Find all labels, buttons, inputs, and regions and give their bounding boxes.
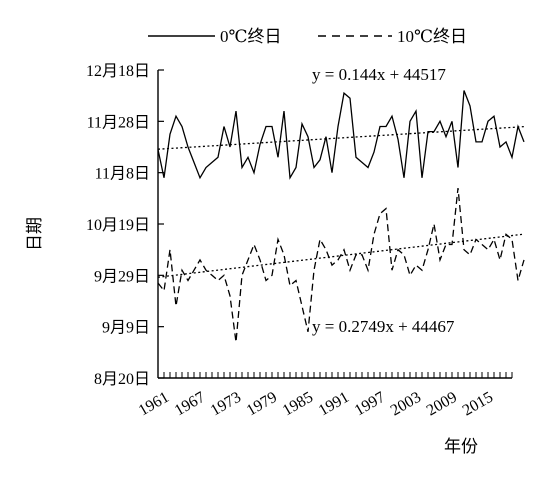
x-tick-label: 2015 — [460, 389, 496, 420]
x-tick-label: 2009 — [424, 389, 460, 420]
legend-label-10c: 10℃终日 — [397, 27, 467, 46]
trend-equation-10c: y = 0.2749x + 44467 — [312, 317, 455, 336]
x-tick-label: 1973 — [208, 389, 244, 420]
x-tick-label: 1961 — [136, 389, 172, 420]
x-tick-label: 1991 — [316, 389, 352, 420]
x-tick-label: 1979 — [244, 389, 280, 420]
y-tick-label: 10月19日 — [86, 217, 150, 234]
y-tick-label: 9月29日 — [94, 268, 150, 285]
trend-line-0c — [157, 126, 525, 150]
series-line-10c — [157, 188, 525, 343]
x-tick-label: 2003 — [388, 389, 424, 420]
trend-labels: y = 0.144x + 44517 y = 0.2749x + 44467 — [312, 65, 455, 336]
trend-equation-0c: y = 0.144x + 44517 — [312, 65, 446, 84]
y-tick-label: 11月28日 — [87, 114, 150, 131]
series-line-0c — [157, 90, 525, 180]
legend: 0℃终日 10℃终日 — [148, 27, 467, 46]
plot-area — [157, 70, 525, 379]
x-axis-ticks: 1961 1967 1973 1979 1985 1991 1997 2003 2009 2015 — [136, 372, 513, 420]
x-axis-title: 年份 — [444, 437, 478, 456]
x-tick-label: 1997 — [352, 389, 388, 420]
x-tick-label: 1985 — [280, 389, 316, 420]
y-axis-ticks: 8月20日 9月9日 9月29日 10月19日 11月8日 11月28日 12月18日 — [86, 63, 164, 388]
y-tick-label: 12月18日 — [86, 63, 150, 80]
trend-line-10c — [157, 233, 525, 278]
x-tick-label: 1967 — [172, 389, 208, 420]
y-tick-label: 8月20日 — [94, 371, 150, 388]
y-tick-label: 11月8日 — [95, 166, 150, 183]
y-tick-label: 9月9日 — [102, 320, 150, 337]
y-axis-title: 日期 — [25, 217, 44, 251]
legend-label-0c: 0℃终日 — [220, 27, 282, 46]
